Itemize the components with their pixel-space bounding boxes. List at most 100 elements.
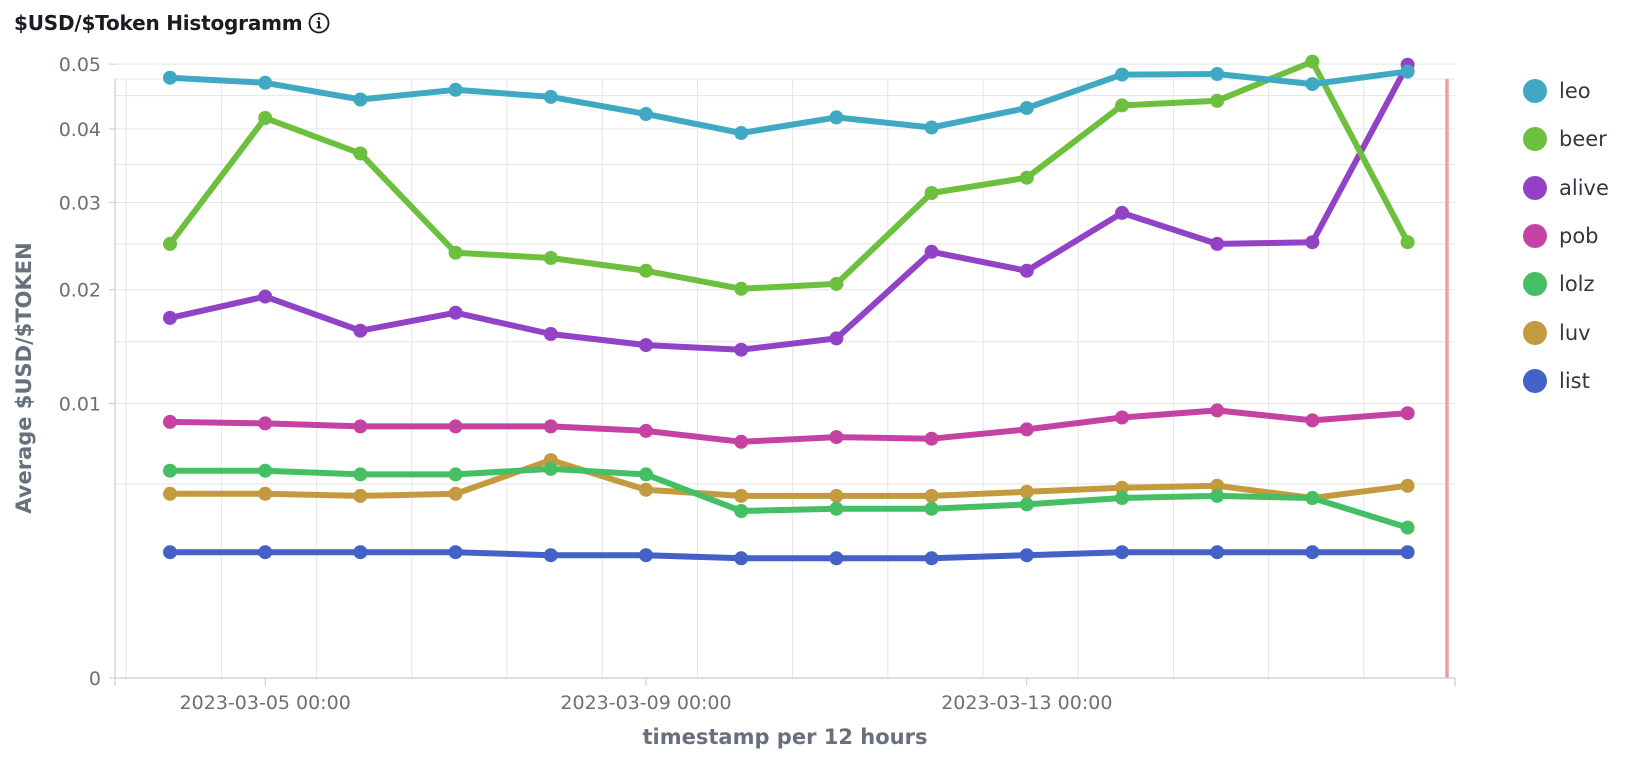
data-point-list[interactable] xyxy=(829,551,844,566)
data-point-list[interactable] xyxy=(258,545,273,560)
data-point-list[interactable] xyxy=(163,545,177,560)
legend-item-luv[interactable]: luv xyxy=(1523,308,1621,356)
data-point-lolz[interactable] xyxy=(258,463,273,478)
series-line-leo[interactable] xyxy=(167,68,1411,136)
data-point-alive[interactable] xyxy=(448,305,463,320)
legend-item-list[interactable]: list xyxy=(1523,357,1621,405)
data-point-luv[interactable] xyxy=(639,482,653,497)
series-line-lolz[interactable] xyxy=(167,465,1411,531)
data-point-leo[interactable] xyxy=(543,89,558,104)
data-point-luv[interactable] xyxy=(1400,478,1415,493)
data-point-beer[interactable] xyxy=(258,111,273,125)
data-point-beer[interactable] xyxy=(353,146,368,161)
data-point-list[interactable] xyxy=(448,545,463,560)
data-point-leo[interactable] xyxy=(829,110,844,125)
data-point-lolz[interactable] xyxy=(829,501,844,516)
data-point-alive[interactable] xyxy=(924,244,939,259)
data-point-pob[interactable] xyxy=(734,434,749,449)
data-point-list[interactable] xyxy=(1019,548,1034,563)
data-point-pob[interactable] xyxy=(924,431,939,446)
data-point-alive[interactable] xyxy=(258,289,273,304)
data-point-leo[interactable] xyxy=(639,107,653,121)
data-point-beer[interactable] xyxy=(1305,54,1320,69)
data-point-leo[interactable] xyxy=(448,82,463,97)
data-point-luv[interactable] xyxy=(163,486,177,501)
data-point-leo[interactable] xyxy=(163,70,177,85)
data-point-leo[interactable] xyxy=(1210,67,1225,81)
data-point-lolz[interactable] xyxy=(1210,488,1225,503)
data-point-lolz[interactable] xyxy=(924,501,939,516)
series-line-list[interactable] xyxy=(167,549,1411,562)
data-point-luv[interactable] xyxy=(1019,484,1034,499)
data-point-list[interactable] xyxy=(924,551,939,566)
legend-item-leo[interactable]: leo xyxy=(1523,67,1621,115)
data-point-list[interactable] xyxy=(1115,545,1129,560)
data-point-luv[interactable] xyxy=(258,486,273,501)
data-point-pob[interactable] xyxy=(258,416,273,431)
series-line-pob[interactable] xyxy=(167,407,1411,445)
data-point-lolz[interactable] xyxy=(163,463,177,478)
data-point-leo[interactable] xyxy=(1115,67,1129,82)
data-point-beer[interactable] xyxy=(829,276,844,291)
data-point-leo[interactable] xyxy=(258,75,273,90)
data-point-pob[interactable] xyxy=(163,414,177,429)
data-point-leo[interactable] xyxy=(1400,64,1415,79)
series-line-beer[interactable] xyxy=(167,58,1411,292)
data-point-list[interactable] xyxy=(1210,545,1225,560)
data-point-pob[interactable] xyxy=(1115,410,1129,425)
data-point-lolz[interactable] xyxy=(1400,520,1415,535)
data-point-alive[interactable] xyxy=(734,342,749,357)
data-point-list[interactable] xyxy=(1305,545,1320,560)
data-point-pob[interactable] xyxy=(448,419,463,434)
data-point-list[interactable] xyxy=(639,548,653,563)
data-point-list[interactable] xyxy=(543,548,558,563)
legend-item-lolz[interactable]: lolz xyxy=(1523,260,1621,308)
data-point-beer[interactable] xyxy=(1019,170,1034,185)
data-point-lolz[interactable] xyxy=(734,504,749,518)
data-point-beer[interactable] xyxy=(1400,235,1415,250)
data-point-lolz[interactable] xyxy=(353,467,368,482)
data-point-pob[interactable] xyxy=(1019,422,1034,437)
data-point-beer[interactable] xyxy=(163,236,177,251)
data-point-alive[interactable] xyxy=(1305,235,1320,250)
data-point-pob[interactable] xyxy=(639,423,653,438)
data-point-luv[interactable] xyxy=(448,486,463,501)
data-point-alive[interactable] xyxy=(829,331,844,346)
legend-item-alive[interactable]: alive xyxy=(1523,164,1621,212)
data-point-pob[interactable] xyxy=(353,419,368,434)
data-point-leo[interactable] xyxy=(1019,101,1034,115)
data-point-beer[interactable] xyxy=(1210,93,1225,108)
data-point-luv[interactable] xyxy=(353,488,368,503)
data-point-leo[interactable] xyxy=(734,126,749,140)
data-point-alive[interactable] xyxy=(639,338,653,353)
data-point-lolz[interactable] xyxy=(543,461,558,476)
data-point-lolz[interactable] xyxy=(639,467,653,482)
legend-item-beer[interactable]: beer xyxy=(1523,115,1621,163)
data-point-beer[interactable] xyxy=(448,245,463,260)
data-point-pob[interactable] xyxy=(829,430,844,445)
data-point-alive[interactable] xyxy=(543,327,558,341)
data-point-leo[interactable] xyxy=(1305,77,1320,92)
data-point-alive[interactable] xyxy=(1210,236,1225,251)
data-point-list[interactable] xyxy=(353,545,368,560)
data-point-pob[interactable] xyxy=(1210,403,1225,418)
data-point-pob[interactable] xyxy=(543,419,558,434)
data-point-beer[interactable] xyxy=(734,281,749,296)
data-point-luv[interactable] xyxy=(734,488,749,503)
data-point-alive[interactable] xyxy=(1019,263,1034,278)
data-point-pob[interactable] xyxy=(1305,413,1320,428)
info-circle-icon[interactable] xyxy=(308,12,330,34)
data-point-luv[interactable] xyxy=(1115,480,1129,495)
data-point-luv[interactable] xyxy=(1210,478,1225,493)
data-point-list[interactable] xyxy=(734,551,749,566)
data-point-lolz[interactable] xyxy=(1019,497,1034,512)
data-point-luv[interactable] xyxy=(924,488,939,503)
data-point-leo[interactable] xyxy=(353,92,368,107)
data-point-leo[interactable] xyxy=(924,120,939,135)
data-point-beer[interactable] xyxy=(543,251,558,265)
data-point-pob[interactable] xyxy=(1400,406,1415,421)
data-point-alive[interactable] xyxy=(1115,205,1129,220)
series-line-luv[interactable] xyxy=(167,457,1411,501)
data-point-alive[interactable] xyxy=(353,323,368,338)
data-point-beer[interactable] xyxy=(924,186,939,200)
